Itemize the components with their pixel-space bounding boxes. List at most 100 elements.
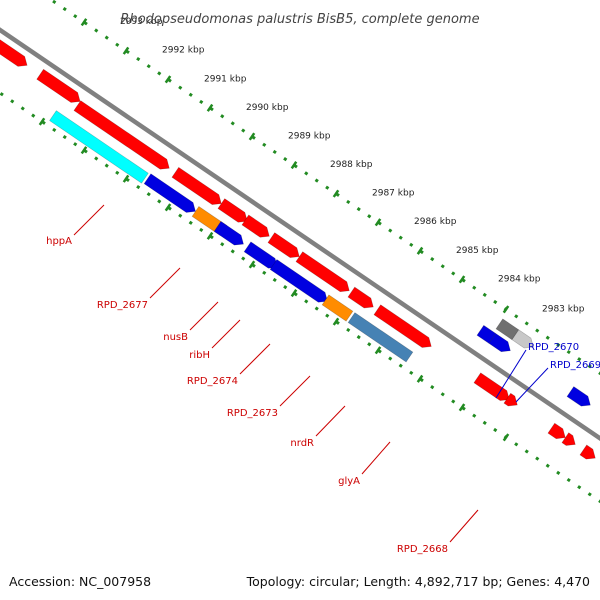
gene-feature xyxy=(49,110,149,184)
gene-label: RPD_2673 xyxy=(227,408,278,419)
scale-dot xyxy=(272,149,277,155)
scale-dot xyxy=(482,420,487,425)
scale-dot xyxy=(262,270,267,275)
scale-dot xyxy=(304,171,309,176)
scale-dot xyxy=(398,363,403,368)
scale-dot xyxy=(346,199,351,205)
gene-label: glyA xyxy=(338,476,360,487)
kbp-label: 2992 kbp xyxy=(162,46,205,56)
scale-dot xyxy=(577,357,582,362)
scale-dot xyxy=(545,335,550,340)
scale-dot xyxy=(272,277,277,283)
scale-dot xyxy=(230,249,235,254)
gene-feature xyxy=(241,214,270,238)
scale-dot xyxy=(52,127,57,132)
kbp-label: 2985 kbp xyxy=(456,246,499,256)
kbp-label: 2990 kbp xyxy=(246,103,289,113)
gene-feature xyxy=(36,68,81,103)
scale-dot xyxy=(146,64,151,69)
kbp-tick xyxy=(374,218,382,227)
scale-dot xyxy=(10,99,15,104)
kbp-tick xyxy=(164,75,172,84)
gene-feature xyxy=(321,294,354,322)
scale-dot xyxy=(472,413,477,418)
scale-dot xyxy=(199,227,204,233)
scale-dot xyxy=(514,314,519,319)
kbp-tick xyxy=(248,260,256,269)
kbp-tick xyxy=(206,103,214,112)
scale-dot xyxy=(188,220,193,225)
scale-dot xyxy=(188,92,193,97)
scale-dot xyxy=(440,264,445,269)
gene-feature xyxy=(295,251,350,293)
kbp-tick xyxy=(38,117,46,126)
scale-dot xyxy=(220,242,225,247)
kbp-tick xyxy=(290,289,298,298)
gene-label: RPD_2674 xyxy=(187,376,238,387)
scale-dot xyxy=(524,449,529,454)
label-leader xyxy=(211,319,241,349)
kbp-tick xyxy=(122,174,130,183)
kbp-tick xyxy=(458,403,466,412)
kbp-tick xyxy=(416,374,424,383)
label-leader xyxy=(449,509,479,543)
scale-dot xyxy=(388,228,393,233)
scale-dot xyxy=(346,327,351,333)
genome-summary: Topology: circular; Length: 4,892,717 bp… xyxy=(246,574,590,589)
gene-label: nusB xyxy=(163,332,188,343)
scale-dot xyxy=(440,392,445,397)
gene-feature xyxy=(566,386,591,407)
kbp-tick xyxy=(164,203,172,212)
gene-feature xyxy=(347,312,414,363)
kbp-tick xyxy=(80,18,88,27)
scale-dot xyxy=(367,342,372,347)
label-leader xyxy=(315,405,346,437)
kbp-label: 2983 kbp xyxy=(542,304,585,314)
scale-dot xyxy=(356,207,361,212)
gene-feature xyxy=(373,304,432,348)
gene-feature xyxy=(0,39,28,67)
scale-dot xyxy=(493,427,498,433)
gene-label: RPD_2669 xyxy=(550,360,600,371)
scale-dot xyxy=(241,128,246,133)
kbp-label: 2991 kbp xyxy=(204,74,247,84)
kbp-tick xyxy=(502,305,510,314)
scale-dot xyxy=(0,92,4,97)
scale-dot xyxy=(94,156,99,161)
gene-feature xyxy=(561,432,576,446)
kbp-label: 2993 kbp xyxy=(120,17,163,27)
scale-dot xyxy=(524,321,529,326)
kbp-tick xyxy=(80,146,88,155)
scale-dot xyxy=(566,477,571,483)
kbp-tick xyxy=(502,433,510,442)
label-leader xyxy=(73,204,105,236)
gene-label: RPD_2677 xyxy=(97,300,148,311)
scale-dot xyxy=(598,499,600,504)
label-leader xyxy=(239,343,271,375)
gene-feature xyxy=(503,392,518,407)
gene-label: hppA xyxy=(46,236,72,247)
label-leader xyxy=(361,441,391,475)
kbp-label: 2986 kbp xyxy=(414,217,457,227)
scale-dot xyxy=(146,192,151,197)
gene-feature xyxy=(347,286,374,309)
scale-dot xyxy=(409,370,414,375)
scale-dot xyxy=(241,256,246,261)
gene-feature xyxy=(269,259,328,303)
scale-dot xyxy=(283,285,288,290)
gene-label: RPD_2670 xyxy=(528,342,579,353)
scale-dot xyxy=(115,42,120,47)
genome-backbone xyxy=(0,27,600,442)
kbp-tick xyxy=(374,346,382,355)
scale-dot xyxy=(430,257,435,262)
scale-dot xyxy=(230,121,235,126)
scale-dot xyxy=(587,492,592,497)
scale-dot xyxy=(482,292,487,297)
kbp-tick xyxy=(122,46,130,55)
scale-dot xyxy=(314,178,319,183)
label-leader xyxy=(279,375,311,407)
scale-dot xyxy=(136,184,141,190)
